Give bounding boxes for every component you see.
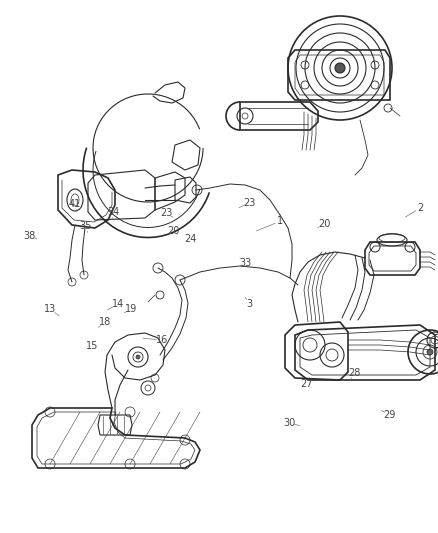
Text: 28: 28 bbox=[349, 368, 361, 378]
Text: 16: 16 bbox=[156, 335, 168, 345]
Text: 14: 14 bbox=[112, 299, 124, 309]
Text: 19: 19 bbox=[125, 304, 138, 314]
Text: 20: 20 bbox=[318, 219, 330, 229]
Text: 33: 33 bbox=[239, 258, 251, 268]
Text: 15: 15 bbox=[86, 342, 98, 351]
Text: 38: 38 bbox=[24, 231, 36, 240]
Text: 35: 35 bbox=[79, 221, 92, 231]
Text: 34: 34 bbox=[108, 207, 120, 217]
Text: 1: 1 bbox=[277, 216, 283, 226]
Text: 23: 23 bbox=[160, 208, 173, 218]
Text: 29: 29 bbox=[384, 410, 396, 419]
Text: 3: 3 bbox=[247, 299, 253, 309]
Text: 13: 13 bbox=[44, 304, 57, 314]
Text: 20: 20 bbox=[167, 226, 179, 236]
Circle shape bbox=[427, 349, 433, 355]
Text: 2: 2 bbox=[417, 203, 424, 213]
Text: 27: 27 bbox=[300, 379, 313, 389]
Circle shape bbox=[136, 355, 140, 359]
Text: 23: 23 bbox=[244, 198, 256, 207]
Text: 18: 18 bbox=[99, 318, 111, 327]
Circle shape bbox=[335, 63, 345, 73]
Text: 24: 24 bbox=[184, 234, 197, 244]
Text: 41: 41 bbox=[68, 199, 81, 209]
Text: 30: 30 bbox=[283, 418, 295, 427]
